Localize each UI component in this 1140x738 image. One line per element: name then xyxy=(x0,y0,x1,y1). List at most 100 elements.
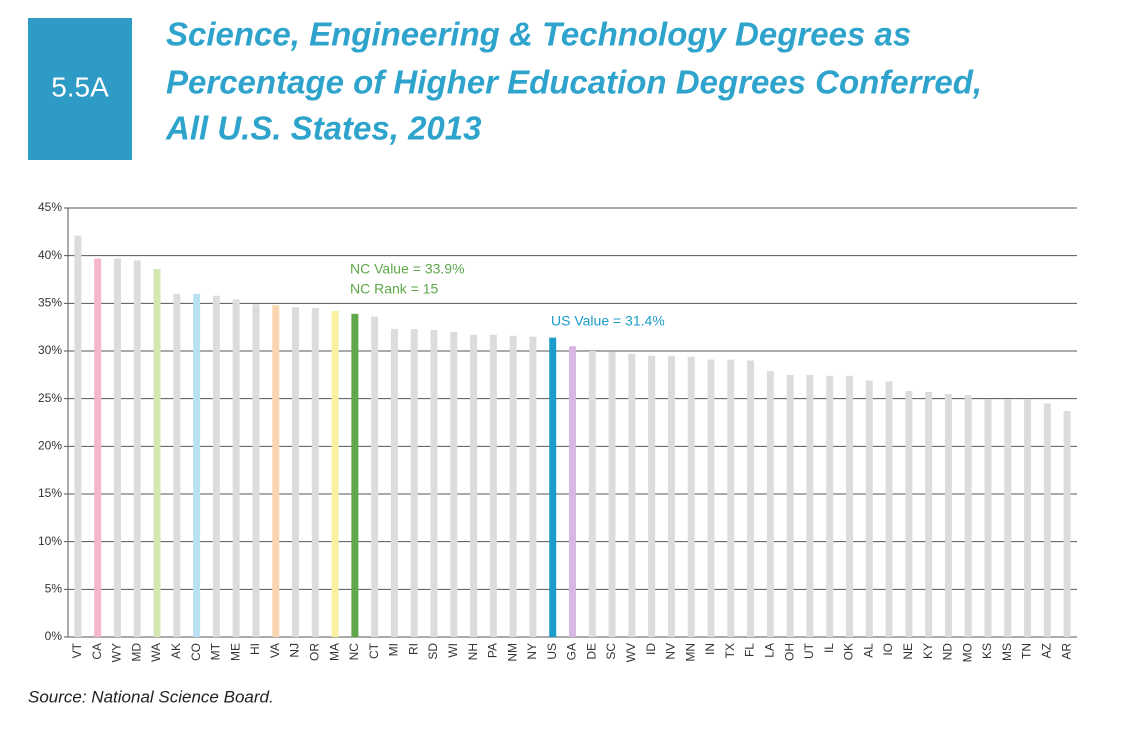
x-tick-label: MO xyxy=(960,643,974,662)
x-tick-label: VT xyxy=(70,642,84,658)
bar xyxy=(252,304,260,637)
title-line: Percentage of Higher Education Degrees C… xyxy=(166,64,982,101)
x-tick-label: MN xyxy=(683,643,697,662)
x-tick-label: KS xyxy=(980,643,994,659)
x-tick-label: ND xyxy=(941,643,955,661)
x-tick-label: OR xyxy=(307,643,321,661)
bar xyxy=(964,394,972,637)
bar xyxy=(272,305,280,637)
x-tick-label: IL xyxy=(822,643,836,653)
x-tick-label: SD xyxy=(426,643,440,660)
bar xyxy=(885,381,893,637)
source: Source: National Science Board. xyxy=(28,687,274,706)
title-line: All U.S. States, 2013 xyxy=(165,110,481,147)
bar xyxy=(1024,399,1032,637)
bar xyxy=(747,360,755,637)
y-tick-label: 40% xyxy=(38,248,62,262)
bar xyxy=(212,295,220,637)
bar xyxy=(766,371,774,637)
bar xyxy=(133,260,141,637)
x-tick-label: NJ xyxy=(288,643,302,658)
y-tick-label: 10% xyxy=(38,534,62,548)
x-tick-label: NM xyxy=(505,643,519,662)
bar xyxy=(94,258,102,637)
x-tick-label: GA xyxy=(565,643,579,660)
bar xyxy=(944,393,952,637)
bar xyxy=(667,355,675,637)
y-tick-label: 45% xyxy=(38,200,62,214)
y-tick-label: 5% xyxy=(45,582,63,596)
bar xyxy=(430,330,438,637)
bar xyxy=(351,313,359,637)
x-tick-label: KY xyxy=(921,643,935,659)
x-tick-label: FL xyxy=(743,643,757,657)
x-tick-label: WV xyxy=(624,643,638,662)
bar xyxy=(628,353,636,637)
x-tick-label: ME xyxy=(228,643,242,661)
bar xyxy=(153,269,161,637)
bar xyxy=(984,399,992,637)
x-tick-label: UT xyxy=(802,642,816,659)
bar xyxy=(193,293,201,637)
x-tick-label: HI xyxy=(248,643,262,655)
x-tick-label: VA xyxy=(268,643,282,658)
x-tick-label: CO xyxy=(189,643,203,661)
bar xyxy=(806,374,814,637)
x-tick-label: ID xyxy=(644,643,658,655)
y-tick-label: 25% xyxy=(38,391,62,405)
bar xyxy=(173,293,181,637)
x-tick-label: TX xyxy=(723,643,737,658)
x-tick-label: MD xyxy=(129,643,143,662)
label-box xyxy=(28,18,132,160)
x-tick-label: WI xyxy=(446,643,460,658)
bar xyxy=(549,337,557,637)
x-tick-label: OK xyxy=(842,643,856,660)
bar xyxy=(470,334,478,637)
bar xyxy=(1063,411,1071,637)
bar xyxy=(608,351,616,637)
x-tick-label: MS xyxy=(1000,643,1014,661)
x-tick-label: US xyxy=(545,643,559,660)
bar xyxy=(311,308,319,637)
title-line: Science, Engineering & Technology Degree… xyxy=(166,16,911,53)
bar xyxy=(489,334,497,637)
bar xyxy=(845,375,853,637)
bar xyxy=(826,375,834,637)
bar xyxy=(113,258,121,637)
annotation: NC Rank = 15 xyxy=(350,281,439,297)
bar xyxy=(727,359,735,637)
x-tick-label: CA xyxy=(90,643,104,660)
bar xyxy=(331,310,339,637)
x-tick-label: NC xyxy=(347,643,361,661)
x-tick-label: AR xyxy=(1059,643,1073,660)
bar xyxy=(292,307,300,637)
bar xyxy=(707,359,715,637)
bar xyxy=(687,356,695,637)
x-tick-label: LA xyxy=(763,643,777,658)
x-tick-label: AK xyxy=(169,643,183,659)
x-tick-label: NH xyxy=(466,643,480,660)
x-tick-label: MT xyxy=(209,642,223,660)
bar xyxy=(371,316,379,637)
bar xyxy=(786,374,794,637)
bar xyxy=(450,331,458,637)
x-tick-label: IN xyxy=(703,643,717,655)
x-tick-label: TN xyxy=(1020,643,1034,659)
x-tick-label: RI xyxy=(406,643,420,655)
x-tick-label: DE xyxy=(584,643,598,660)
bar xyxy=(648,355,656,637)
x-tick-label: PA xyxy=(486,643,500,658)
x-tick-label: WY xyxy=(110,643,124,662)
bar xyxy=(509,335,517,637)
bar xyxy=(390,329,398,637)
x-tick-label: NV xyxy=(664,643,678,660)
x-tick-label: OH xyxy=(782,643,796,661)
bar xyxy=(569,346,576,637)
bar xyxy=(865,380,873,637)
x-tick-label: WA xyxy=(149,643,163,662)
bar xyxy=(410,329,418,637)
bar xyxy=(529,336,537,637)
bar xyxy=(905,391,913,637)
x-tick-label: AZ xyxy=(1039,643,1053,658)
y-tick-label: 15% xyxy=(38,486,62,500)
